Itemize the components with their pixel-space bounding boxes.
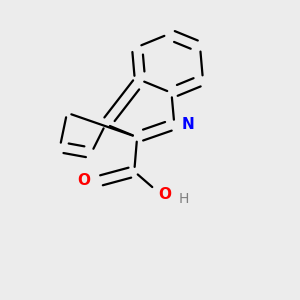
Text: O: O [159,187,172,202]
Text: O: O [77,172,90,188]
Text: N: N [182,117,194,132]
Text: H: H [178,192,189,206]
